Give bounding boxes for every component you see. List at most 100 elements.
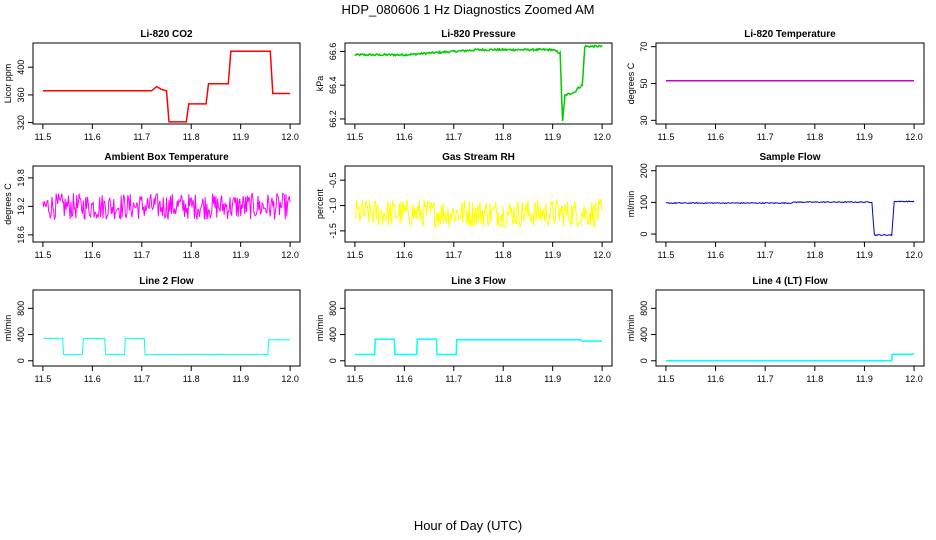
y-tick-label: 50 — [639, 78, 649, 88]
panel-1: Li-820 Pressure 11.5 11.6 11.7 11.8 11.9 12.0 6… — [315, 29, 613, 142]
y-tick-label: 200 — [639, 163, 649, 178]
x-tick-label: 11.5 — [34, 250, 51, 260]
y-tick-label: -1.0 — [328, 198, 338, 214]
x-tick-label: 11.8 — [183, 374, 200, 384]
plot-frame — [655, 165, 925, 243]
plot-frame — [344, 289, 613, 367]
y-tick-label: 0 — [639, 358, 649, 363]
y-tick-label: 400 — [328, 327, 338, 342]
panel-5: Sample Flow 11.5 11.6 11.7 11.8 11.9 12.0 0 100 2… — [626, 152, 925, 260]
panel-title: Line 4 (LT) Flow — [752, 276, 828, 287]
y-tick-label: 66.2 — [328, 110, 338, 128]
plot-frame — [32, 42, 301, 125]
x-tick-label: 11.7 — [445, 132, 462, 142]
x-tick-label: 11.9 — [856, 374, 873, 384]
x-tick-label: 11.8 — [183, 132, 200, 142]
x-tick-label: 11.5 — [657, 374, 674, 384]
x-tick-label: 12.0 — [905, 250, 923, 260]
y-axis-label: ml/min — [3, 315, 13, 342]
x-tick-label: 11.9 — [232, 374, 249, 384]
panel-8: Line 4 (LT) Flow 11.5 11.6 11.7 11.8 11.9 12.0… — [626, 276, 925, 384]
y-tick-label: 100 — [639, 195, 649, 210]
y-axis-label: degrees C — [626, 62, 636, 104]
panel-2: Li-820 Temperature 11.5 11.6 11.7 11.8 11.9 12… — [626, 29, 925, 142]
x-tick-label: 11.8 — [183, 250, 200, 260]
y-tick-label: 30 — [639, 115, 649, 125]
x-tick-label: 11.7 — [133, 132, 150, 142]
series-line — [354, 198, 603, 229]
series-line — [42, 192, 291, 221]
x-tick-label: 12.0 — [281, 250, 299, 260]
x-tick-label: 11.8 — [806, 374, 823, 384]
y-tick-label: 0 — [16, 358, 26, 363]
y-tick-label: 400 — [16, 60, 26, 75]
y-tick-label: 66.4 — [328, 76, 338, 94]
x-tick-label: 11.6 — [84, 250, 101, 260]
x-tick-label: 11.5 — [34, 132, 51, 142]
y-tick-label: 0 — [639, 232, 649, 237]
x-tick-label: 11.6 — [396, 374, 413, 384]
x-tick-label: 11.8 — [495, 250, 512, 260]
y-tick-label: -0.5 — [328, 172, 338, 188]
y-axis-label: ml/min — [626, 315, 636, 342]
x-tick-label: 11.5 — [346, 132, 363, 142]
panel-4: Gas Stream RH 11.5 11.6 11.7 11.8 11.9 12.0 -1.… — [315, 152, 613, 260]
series-line — [665, 200, 915, 237]
x-tick-label: 12.0 — [593, 250, 611, 260]
panel-6: Line 2 Flow 11.5 11.6 11.7 11.8 11.9 12.0 0 400 8… — [3, 276, 301, 384]
x-tick-label: 11.8 — [806, 250, 823, 260]
x-tick-label: 11.6 — [396, 250, 413, 260]
x-tick-label: 11.6 — [707, 374, 724, 384]
x-tick-label: 12.0 — [593, 132, 611, 142]
series-line — [42, 50, 291, 123]
series-line — [665, 353, 915, 362]
plot-frame — [32, 289, 301, 367]
x-tick-label: 11.6 — [84, 374, 101, 384]
y-tick-label: 18.6 — [16, 226, 26, 244]
x-tick-label: 12.0 — [281, 374, 299, 384]
x-tick-label: 11.7 — [757, 250, 774, 260]
x-tick-label: 11.7 — [757, 374, 774, 384]
panel-title: Ambient Box Temperature — [104, 152, 229, 163]
y-tick-label: 19.2 — [16, 198, 26, 216]
series-line — [354, 44, 603, 122]
x-tick-label: 11.8 — [806, 132, 823, 142]
x-tick-label: 11.9 — [544, 132, 561, 142]
x-tick-label: 12.0 — [593, 374, 611, 384]
y-axis-label: percent — [315, 188, 325, 219]
panel-3: Ambient Box Temperature 11.5 11.6 11.7 11.8 1… — [3, 152, 301, 260]
panel-title: Line 3 Flow — [451, 276, 506, 287]
figure-x-axis-label: Hour of Day (UTC) — [413, 518, 523, 533]
panel-title: Gas Stream RH — [442, 152, 515, 163]
panel-title: Li-820 Pressure — [441, 29, 516, 40]
figure-title: HDP_080606 1 Hz Diagnostics Zoomed AM — [341, 2, 595, 17]
x-tick-label: 12.0 — [281, 132, 299, 142]
x-tick-label: 12.0 — [905, 374, 923, 384]
y-tick-label: 320 — [16, 115, 26, 130]
x-tick-label: 11.7 — [757, 132, 774, 142]
x-tick-label: 11.9 — [544, 374, 561, 384]
x-tick-label: 11.5 — [346, 250, 363, 260]
x-tick-label: 11.8 — [495, 374, 512, 384]
x-tick-label: 11.7 — [133, 250, 150, 260]
x-tick-label: 11.7 — [445, 374, 462, 384]
y-tick-label: 800 — [639, 301, 649, 316]
x-tick-label: 11.5 — [346, 374, 363, 384]
y-tick-label: 400 — [639, 327, 649, 342]
x-tick-label: 11.9 — [232, 132, 249, 142]
panel-title: Line 2 Flow — [139, 276, 194, 287]
y-tick-label: 66.6 — [328, 43, 338, 61]
x-tick-label: 11.6 — [396, 132, 413, 142]
plot-frame — [655, 289, 925, 367]
x-tick-label: 11.6 — [707, 132, 724, 142]
y-axis-label: Licor ppm — [3, 64, 13, 104]
y-tick-label: -1.5 — [328, 223, 338, 239]
y-axis-label: ml/min — [315, 315, 325, 342]
y-axis-label: degrees C — [3, 183, 13, 225]
series-line — [354, 338, 603, 356]
x-tick-label: 11.9 — [856, 250, 873, 260]
y-tick-label: 360 — [16, 87, 26, 102]
y-tick-label: 400 — [16, 327, 26, 342]
x-tick-label: 12.0 — [905, 132, 923, 142]
panel-7: Line 3 Flow 11.5 11.6 11.7 11.8 11.9 12.0 0 400 8… — [315, 276, 613, 384]
